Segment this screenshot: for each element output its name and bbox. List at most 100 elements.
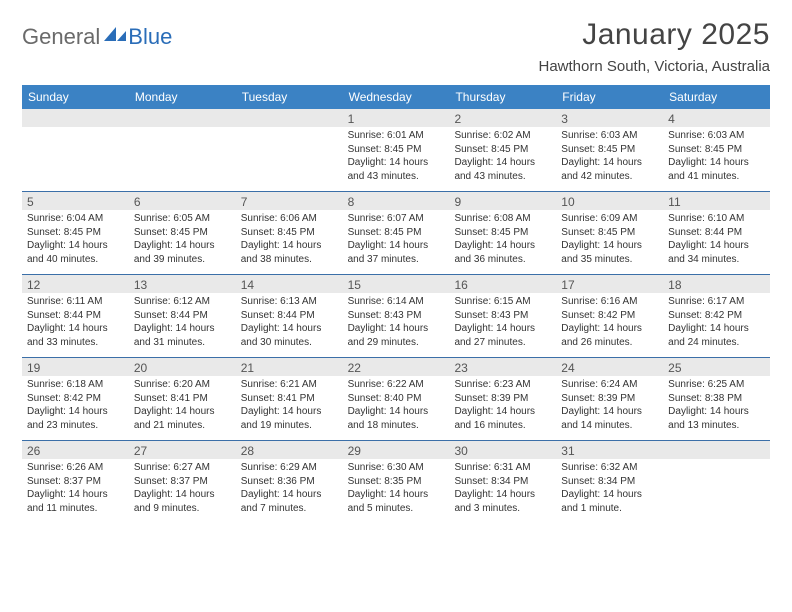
day-number: 21 xyxy=(236,358,343,376)
day-cell: 29Sunrise: 6:30 AMSunset: 8:35 PMDayligh… xyxy=(343,441,450,523)
day-number: 20 xyxy=(129,358,236,376)
day-body: Sunrise: 6:21 AMSunset: 8:41 PMDaylight:… xyxy=(236,376,343,436)
day-number: 9 xyxy=(449,192,556,210)
day-cell: 1Sunrise: 6:01 AMSunset: 8:45 PMDaylight… xyxy=(343,109,450,191)
day-cell: 18Sunrise: 6:17 AMSunset: 8:42 PMDayligh… xyxy=(663,275,770,357)
daylight-text: Daylight: 14 hours and 24 minutes. xyxy=(668,322,765,349)
day-number: 2 xyxy=(449,109,556,127)
day-body: Sunrise: 6:31 AMSunset: 8:34 PMDaylight:… xyxy=(449,459,556,519)
sunset-text: Sunset: 8:40 PM xyxy=(348,392,445,406)
sunset-text: Sunset: 8:45 PM xyxy=(241,226,338,240)
daylight-text: Daylight: 14 hours and 39 minutes. xyxy=(134,239,231,266)
day-body: Sunrise: 6:03 AMSunset: 8:45 PMDaylight:… xyxy=(556,127,663,187)
sunset-text: Sunset: 8:34 PM xyxy=(454,475,551,489)
sunset-text: Sunset: 8:39 PM xyxy=(561,392,658,406)
sunrise-text: Sunrise: 6:31 AM xyxy=(454,461,551,475)
daylight-text: Daylight: 14 hours and 13 minutes. xyxy=(668,405,765,432)
day-number: 7 xyxy=(236,192,343,210)
week-row: 12Sunrise: 6:11 AMSunset: 8:44 PMDayligh… xyxy=(22,275,770,358)
sunrise-text: Sunrise: 6:14 AM xyxy=(348,295,445,309)
sunrise-text: Sunrise: 6:23 AM xyxy=(454,378,551,392)
weekday-header-row: SundayMondayTuesdayWednesdayThursdayFrid… xyxy=(22,85,770,109)
daylight-text: Daylight: 14 hours and 14 minutes. xyxy=(561,405,658,432)
daylight-text: Daylight: 14 hours and 19 minutes. xyxy=(241,405,338,432)
daylight-text: Daylight: 14 hours and 43 minutes. xyxy=(454,156,551,183)
daylight-text: Daylight: 14 hours and 30 minutes. xyxy=(241,322,338,349)
sunset-text: Sunset: 8:44 PM xyxy=(134,309,231,323)
day-number: 10 xyxy=(556,192,663,210)
weekday-header: Tuesday xyxy=(236,85,343,109)
day-cell: 11Sunrise: 6:10 AMSunset: 8:44 PMDayligh… xyxy=(663,192,770,274)
day-cell: 4Sunrise: 6:03 AMSunset: 8:45 PMDaylight… xyxy=(663,109,770,191)
day-cell: 24Sunrise: 6:24 AMSunset: 8:39 PMDayligh… xyxy=(556,358,663,440)
sunset-text: Sunset: 8:42 PM xyxy=(27,392,124,406)
daylight-text: Daylight: 14 hours and 18 minutes. xyxy=(348,405,445,432)
sunset-text: Sunset: 8:43 PM xyxy=(348,309,445,323)
sunset-text: Sunset: 8:35 PM xyxy=(348,475,445,489)
day-body xyxy=(22,127,129,133)
daylight-text: Daylight: 14 hours and 1 minute. xyxy=(561,488,658,515)
sunrise-text: Sunrise: 6:04 AM xyxy=(27,212,124,226)
day-number: 4 xyxy=(663,109,770,127)
sunrise-text: Sunrise: 6:05 AM xyxy=(134,212,231,226)
sunrise-text: Sunrise: 6:29 AM xyxy=(241,461,338,475)
sunrise-text: Sunrise: 6:09 AM xyxy=(561,212,658,226)
day-cell: 16Sunrise: 6:15 AMSunset: 8:43 PMDayligh… xyxy=(449,275,556,357)
daylight-text: Daylight: 14 hours and 27 minutes. xyxy=(454,322,551,349)
day-number: 8 xyxy=(343,192,450,210)
day-body: Sunrise: 6:15 AMSunset: 8:43 PMDaylight:… xyxy=(449,293,556,353)
day-body: Sunrise: 6:24 AMSunset: 8:39 PMDaylight:… xyxy=(556,376,663,436)
day-number: 17 xyxy=(556,275,663,293)
day-cell xyxy=(22,109,129,191)
sunrise-text: Sunrise: 6:22 AM xyxy=(348,378,445,392)
sunset-text: Sunset: 8:42 PM xyxy=(561,309,658,323)
sunrise-text: Sunrise: 6:16 AM xyxy=(561,295,658,309)
sunrise-text: Sunrise: 6:21 AM xyxy=(241,378,338,392)
day-number: 29 xyxy=(343,441,450,459)
day-body: Sunrise: 6:30 AMSunset: 8:35 PMDaylight:… xyxy=(343,459,450,519)
sunset-text: Sunset: 8:34 PM xyxy=(561,475,658,489)
day-cell: 13Sunrise: 6:12 AMSunset: 8:44 PMDayligh… xyxy=(129,275,236,357)
daylight-text: Daylight: 14 hours and 31 minutes. xyxy=(134,322,231,349)
daylight-text: Daylight: 14 hours and 3 minutes. xyxy=(454,488,551,515)
week-row: 5Sunrise: 6:04 AMSunset: 8:45 PMDaylight… xyxy=(22,192,770,275)
day-number xyxy=(236,109,343,127)
day-cell: 9Sunrise: 6:08 AMSunset: 8:45 PMDaylight… xyxy=(449,192,556,274)
sunrise-text: Sunrise: 6:27 AM xyxy=(134,461,231,475)
sunrise-text: Sunrise: 6:25 AM xyxy=(668,378,765,392)
day-body: Sunrise: 6:07 AMSunset: 8:45 PMDaylight:… xyxy=(343,210,450,270)
day-cell: 6Sunrise: 6:05 AMSunset: 8:45 PMDaylight… xyxy=(129,192,236,274)
weekday-header: Thursday xyxy=(449,85,556,109)
sunset-text: Sunset: 8:45 PM xyxy=(561,226,658,240)
day-cell: 23Sunrise: 6:23 AMSunset: 8:39 PMDayligh… xyxy=(449,358,556,440)
logo-text-gray: General xyxy=(22,24,100,50)
sunrise-text: Sunrise: 6:07 AM xyxy=(348,212,445,226)
day-cell: 25Sunrise: 6:25 AMSunset: 8:38 PMDayligh… xyxy=(663,358,770,440)
daylight-text: Daylight: 14 hours and 42 minutes. xyxy=(561,156,658,183)
logo-text-blue: Blue xyxy=(128,24,172,50)
day-cell: 31Sunrise: 6:32 AMSunset: 8:34 PMDayligh… xyxy=(556,441,663,523)
day-body xyxy=(663,459,770,465)
day-body: Sunrise: 6:16 AMSunset: 8:42 PMDaylight:… xyxy=(556,293,663,353)
day-cell: 19Sunrise: 6:18 AMSunset: 8:42 PMDayligh… xyxy=(22,358,129,440)
day-number: 11 xyxy=(663,192,770,210)
day-cell: 30Sunrise: 6:31 AMSunset: 8:34 PMDayligh… xyxy=(449,441,556,523)
daylight-text: Daylight: 14 hours and 41 minutes. xyxy=(668,156,765,183)
week-row: 1Sunrise: 6:01 AMSunset: 8:45 PMDaylight… xyxy=(22,109,770,192)
sunset-text: Sunset: 8:45 PM xyxy=(348,143,445,157)
sunset-text: Sunset: 8:37 PM xyxy=(134,475,231,489)
sunset-text: Sunset: 8:45 PM xyxy=(561,143,658,157)
day-number: 25 xyxy=(663,358,770,376)
day-number: 1 xyxy=(343,109,450,127)
sunrise-text: Sunrise: 6:01 AM xyxy=(348,129,445,143)
day-cell: 5Sunrise: 6:04 AMSunset: 8:45 PMDaylight… xyxy=(22,192,129,274)
day-body: Sunrise: 6:32 AMSunset: 8:34 PMDaylight:… xyxy=(556,459,663,519)
day-cell: 20Sunrise: 6:20 AMSunset: 8:41 PMDayligh… xyxy=(129,358,236,440)
day-number: 14 xyxy=(236,275,343,293)
daylight-text: Daylight: 14 hours and 36 minutes. xyxy=(454,239,551,266)
daylight-text: Daylight: 14 hours and 9 minutes. xyxy=(134,488,231,515)
day-body: Sunrise: 6:25 AMSunset: 8:38 PMDaylight:… xyxy=(663,376,770,436)
sunrise-text: Sunrise: 6:03 AM xyxy=(668,129,765,143)
day-body: Sunrise: 6:18 AMSunset: 8:42 PMDaylight:… xyxy=(22,376,129,436)
day-body: Sunrise: 6:23 AMSunset: 8:39 PMDaylight:… xyxy=(449,376,556,436)
